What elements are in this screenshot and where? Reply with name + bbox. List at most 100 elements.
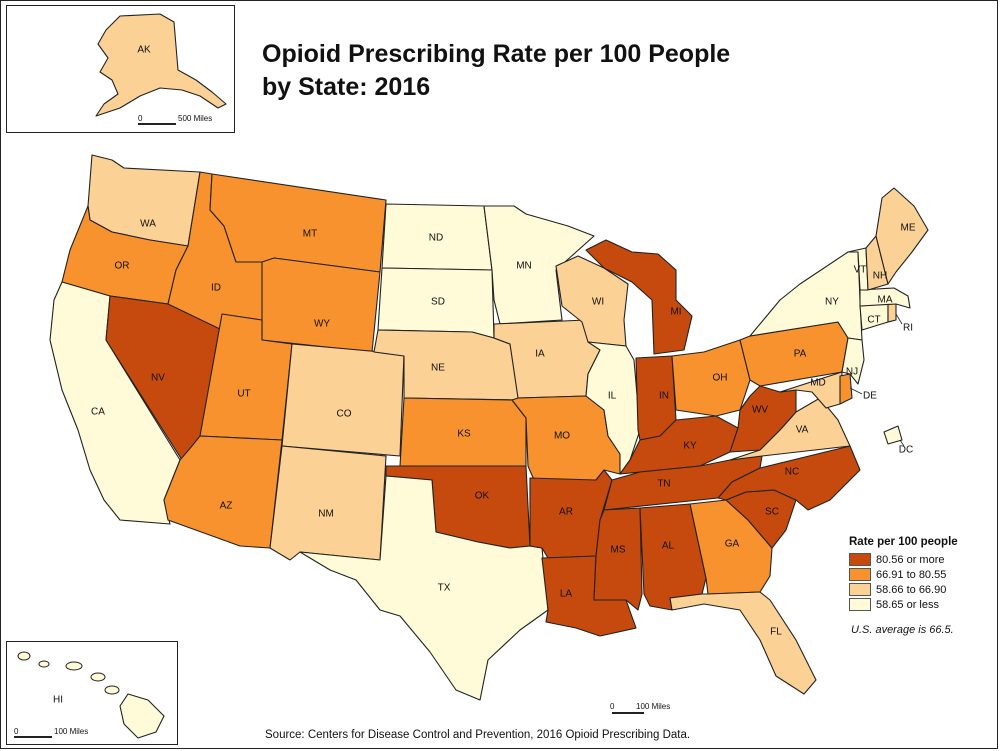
- legend-swatch: [849, 568, 871, 581]
- state-WY[interactable]: [261, 257, 381, 353]
- state-IL[interactable]: [585, 341, 641, 475]
- state-MA[interactable]: [859, 287, 911, 309]
- label-MA: MA: [878, 295, 893, 306]
- label-OH: OH: [713, 373, 728, 384]
- label-FL: FL: [770, 627, 782, 638]
- state-MN[interactable]: [483, 205, 595, 325]
- state-ME[interactable]: [875, 187, 929, 285]
- alaska-scale-bar: 0 500 Miles: [138, 114, 212, 125]
- title-line-1: Opioid Prescribing Rate per 100 People: [262, 40, 731, 68]
- main-scale-bar: 0 100 Miles: [610, 702, 670, 714]
- label-DE: DE: [863, 391, 877, 402]
- state-CO[interactable]: [281, 343, 405, 457]
- label-RI: RI: [903, 323, 913, 334]
- map-title: Opioid Prescribing Rate per 100 People b…: [262, 38, 842, 104]
- label-AK: AK: [137, 45, 151, 56]
- label-OK: OK: [475, 491, 490, 502]
- state-labels: WA OR CA NV ID MT WY UT AZ CO NM ND SD N…: [91, 219, 916, 638]
- label-ID: ID: [211, 283, 221, 294]
- label-WY: WY: [314, 319, 330, 330]
- state-MT[interactable]: [209, 173, 387, 273]
- label-IL: IL: [608, 391, 617, 402]
- label-ND: ND: [429, 233, 443, 244]
- label-HI: HI: [53, 695, 63, 706]
- label-NV: NV: [151, 373, 165, 384]
- label-MD: MD: [810, 378, 826, 389]
- alaska-scale-zero: 0: [138, 114, 143, 123]
- label-IA: IA: [535, 349, 545, 360]
- label-OR: OR: [115, 261, 130, 272]
- label-PA: PA: [794, 349, 807, 360]
- state-DC[interactable]: [883, 425, 903, 445]
- legend-item: 58.66 to 66.90: [849, 582, 989, 597]
- label-NY: NY: [825, 297, 839, 308]
- main-scale-zero: 0: [610, 702, 615, 711]
- state-CA[interactable]: [49, 281, 181, 525]
- state-AK[interactable]: [95, 13, 227, 117]
- state-NY[interactable]: [749, 251, 863, 341]
- label-DC: DC: [899, 445, 913, 456]
- source-note: Source: Centers for Disease Control and …: [265, 729, 691, 741]
- state-TN[interactable]: [603, 455, 763, 511]
- label-NC: NC: [785, 467, 799, 478]
- hawaii-scale-bar: 0 100 Miles: [14, 727, 88, 738]
- state-RI[interactable]: [887, 303, 897, 323]
- label-WI: WI: [592, 297, 604, 308]
- legend: Rate per 100 people 80.56 or more 66.91 …: [849, 536, 989, 612]
- label-NE: NE: [431, 363, 445, 374]
- hawaii-islands: [17, 651, 120, 695]
- state-MS[interactable]: [593, 507, 643, 611]
- state-OH[interactable]: [671, 339, 751, 417]
- label-NM: NM: [318, 509, 334, 520]
- state-NJ[interactable]: [841, 337, 865, 385]
- leader-lines: [849, 313, 905, 447]
- state-WI[interactable]: [555, 255, 629, 347]
- label-NH: NH: [873, 271, 887, 282]
- label-AZ: AZ: [220, 501, 233, 512]
- state-KS[interactable]: [399, 397, 527, 467]
- label-MS: MS: [611, 545, 626, 556]
- legend-title: Rate per 100 people: [849, 536, 958, 548]
- label-GA: GA: [725, 539, 740, 550]
- label-WA: WA: [140, 219, 156, 230]
- label-CO: CO: [337, 409, 352, 420]
- state-TX[interactable]: [299, 475, 549, 701]
- state-HI[interactable]: [119, 693, 165, 739]
- hawaii-scale-zero: 0: [14, 727, 19, 736]
- legend-label: 58.65 or less: [876, 598, 939, 611]
- label-NJ: NJ: [846, 367, 858, 378]
- main-scale-dist: 100 Miles: [636, 702, 670, 711]
- label-MN: MN: [516, 261, 532, 272]
- label-VT: VT: [854, 265, 867, 276]
- state-VT[interactable]: [847, 247, 869, 291]
- legend-item: 58.65 or less: [849, 597, 989, 612]
- state-NM[interactable]: [269, 445, 387, 561]
- label-ME: ME: [901, 223, 916, 234]
- state-DE[interactable]: [839, 373, 853, 405]
- label-LA: LA: [560, 589, 573, 600]
- legend-label: 58.66 to 66.90: [876, 583, 947, 596]
- legend-swatch: [849, 583, 871, 596]
- label-UT: UT: [237, 389, 250, 400]
- label-SD: SD: [431, 297, 445, 308]
- label-IN: IN: [659, 391, 669, 402]
- label-KY: KY: [683, 441, 697, 452]
- legend-label: 80.56 or more: [876, 553, 945, 566]
- label-KS: KS: [457, 429, 471, 440]
- label-CA: CA: [91, 407, 105, 418]
- legend-item: 80.56 or more: [849, 552, 989, 567]
- label-WV: WV: [752, 405, 768, 416]
- alaska-scale-dist: 500 Miles: [178, 114, 212, 123]
- title-line-2: by State: 2016: [262, 73, 431, 101]
- legend-swatch: [849, 553, 871, 566]
- state-MI[interactable]: [585, 239, 693, 355]
- label-TN: TN: [657, 479, 670, 490]
- hawaii-scale-dist: 100 Miles: [54, 727, 88, 736]
- legend-swatch: [849, 598, 871, 611]
- state-NC[interactable]: [717, 445, 861, 511]
- state-FL[interactable]: [669, 591, 817, 695]
- label-VA: VA: [796, 425, 809, 436]
- label-MT: MT: [303, 229, 317, 240]
